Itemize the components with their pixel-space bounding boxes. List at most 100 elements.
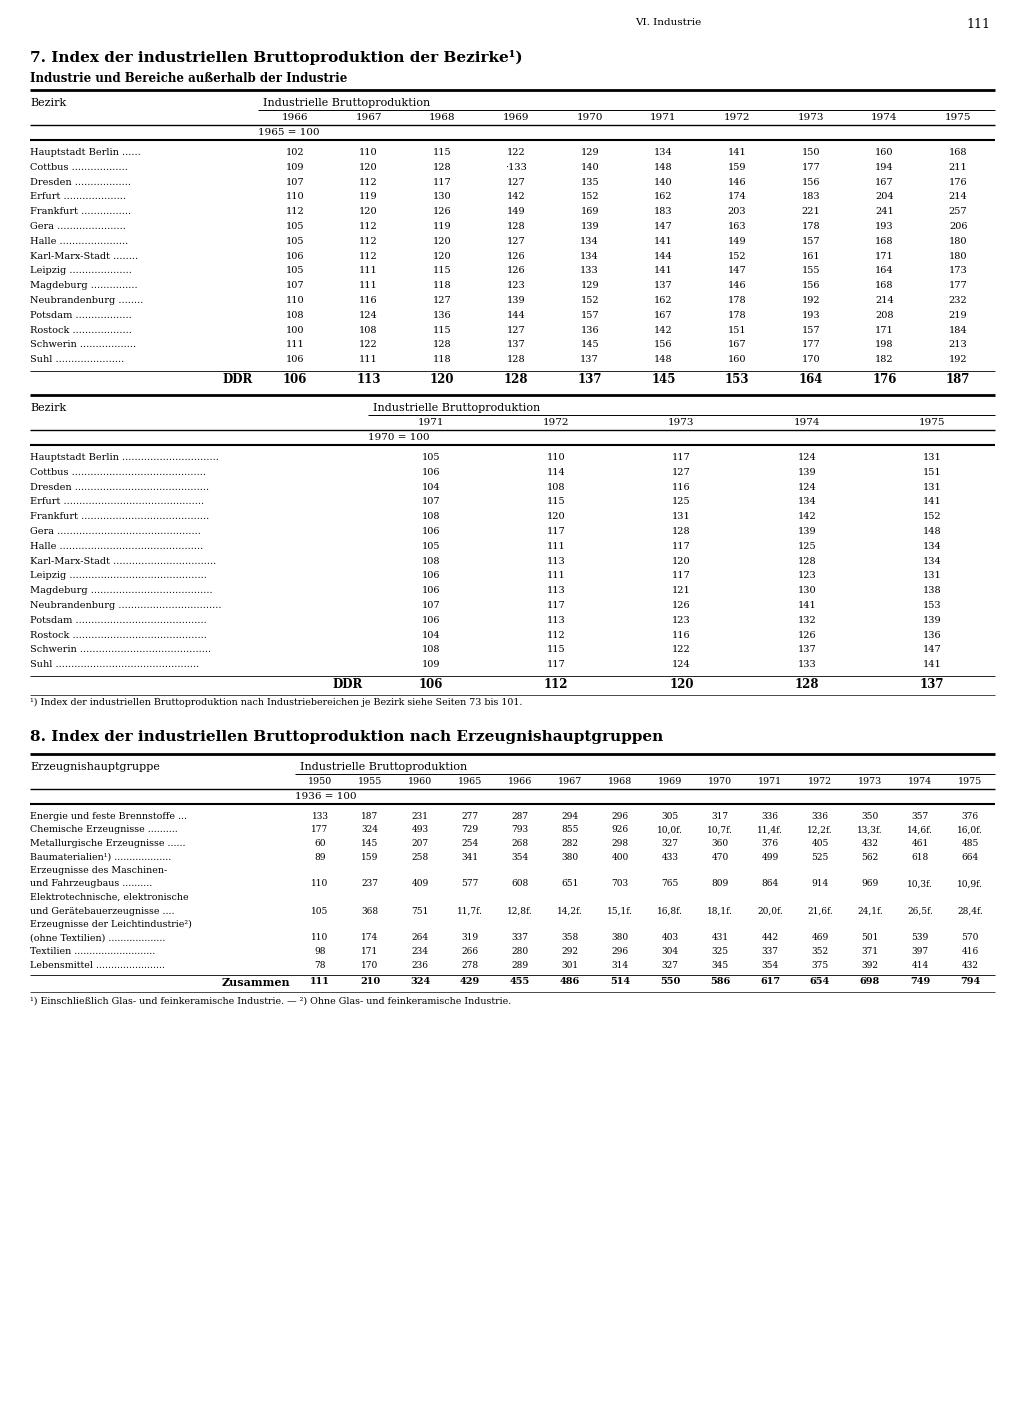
Text: 296: 296 [611, 947, 629, 956]
Text: 124: 124 [798, 482, 816, 492]
Text: 131: 131 [923, 482, 942, 492]
Text: und Fahrzeugbaus ..........: und Fahrzeugbaus .......... [30, 879, 153, 889]
Text: 127: 127 [672, 468, 691, 476]
Text: 168: 168 [949, 147, 968, 157]
Text: 123: 123 [672, 615, 691, 625]
Text: 120: 120 [359, 163, 378, 172]
Text: 1968: 1968 [608, 777, 632, 786]
Text: 180: 180 [949, 251, 968, 261]
Text: 18,1f.: 18,1f. [707, 906, 733, 916]
Text: 432: 432 [962, 960, 979, 970]
Text: 111: 111 [286, 340, 304, 349]
Text: 116: 116 [672, 482, 691, 492]
Text: 405: 405 [811, 839, 828, 848]
Text: 214: 214 [949, 193, 968, 201]
Text: 729: 729 [462, 825, 478, 835]
Text: 113: 113 [547, 586, 565, 596]
Text: 213: 213 [949, 340, 968, 349]
Text: 1966: 1966 [508, 777, 532, 786]
Text: 327: 327 [662, 960, 679, 970]
Text: 115: 115 [547, 645, 565, 654]
Text: 14,2f.: 14,2f. [557, 906, 583, 916]
Text: 173: 173 [949, 267, 968, 275]
Text: 128: 128 [433, 340, 452, 349]
Text: 1974: 1974 [794, 418, 820, 427]
Text: 123: 123 [507, 281, 525, 291]
Text: 10,0f.: 10,0f. [657, 825, 683, 835]
Text: 89: 89 [314, 852, 326, 862]
Text: 105: 105 [286, 237, 304, 245]
Text: 115: 115 [433, 267, 452, 275]
Text: 118: 118 [433, 281, 452, 291]
Text: 141: 141 [923, 498, 942, 506]
Text: 104: 104 [422, 482, 440, 492]
Text: 1966: 1966 [282, 113, 308, 122]
Text: 113: 113 [356, 373, 381, 386]
Text: Dresden ...........................................: Dresden ................................… [30, 482, 209, 492]
Text: 134: 134 [581, 251, 599, 261]
Text: 493: 493 [412, 825, 429, 835]
Text: 1969: 1969 [503, 113, 529, 122]
Text: Karl-Marx-Stadt ........: Karl-Marx-Stadt ........ [30, 251, 138, 261]
Text: 145: 145 [651, 373, 676, 386]
Text: 327: 327 [662, 839, 679, 848]
Text: 146: 146 [728, 177, 746, 187]
Text: 121: 121 [672, 586, 691, 596]
Text: 1972: 1972 [543, 418, 569, 427]
Text: Potsdam ..........................................: Potsdam ................................… [30, 615, 207, 625]
Text: 157: 157 [802, 237, 820, 245]
Text: 131: 131 [923, 571, 942, 580]
Text: 236: 236 [412, 960, 428, 970]
Text: 140: 140 [654, 177, 673, 187]
Text: 192: 192 [949, 354, 968, 364]
Text: 187: 187 [946, 373, 971, 386]
Text: 118: 118 [433, 354, 452, 364]
Text: 1975: 1975 [945, 113, 972, 122]
Text: 203: 203 [728, 207, 746, 216]
Text: 336: 336 [762, 813, 778, 821]
Text: Bezirk: Bezirk [30, 403, 67, 413]
Text: 254: 254 [462, 839, 478, 848]
Text: 120: 120 [430, 373, 455, 386]
Text: 134: 134 [923, 542, 942, 550]
Text: 414: 414 [911, 960, 929, 970]
Text: 134: 134 [654, 147, 673, 157]
Text: Leipzig ....................: Leipzig .................... [30, 267, 132, 275]
Text: Schwerin ..........................................: Schwerin ...............................… [30, 645, 211, 654]
Text: 137: 137 [654, 281, 673, 291]
Text: 127: 127 [507, 326, 525, 335]
Text: 111: 111 [966, 18, 990, 31]
Text: Elektrotechnische, elektronische: Elektrotechnische, elektronische [30, 893, 188, 902]
Text: 208: 208 [876, 311, 894, 320]
Text: 1965: 1965 [458, 777, 482, 786]
Text: 110: 110 [359, 147, 378, 157]
Text: 155: 155 [802, 267, 820, 275]
Text: 664: 664 [962, 852, 979, 862]
Text: 108: 108 [286, 311, 304, 320]
Text: 1970 = 100: 1970 = 100 [368, 432, 430, 442]
Text: 124: 124 [672, 661, 691, 669]
Text: 294: 294 [561, 813, 579, 821]
Text: 317: 317 [712, 813, 728, 821]
Text: 133: 133 [581, 267, 599, 275]
Text: 178: 178 [728, 296, 746, 305]
Text: 20,0f.: 20,0f. [757, 906, 783, 916]
Text: Erzeugnisse der Leichtindustrie²): Erzeugnisse der Leichtindustrie²) [30, 920, 191, 929]
Text: 350: 350 [861, 813, 879, 821]
Text: 206: 206 [949, 223, 968, 231]
Text: 198: 198 [876, 340, 894, 349]
Text: 162: 162 [654, 193, 673, 201]
Text: Industrielle Bruttoproduktion: Industrielle Bruttoproduktion [263, 98, 430, 108]
Text: 325: 325 [712, 947, 728, 956]
Text: 15,1f.: 15,1f. [607, 906, 633, 916]
Text: 117: 117 [547, 527, 565, 536]
Text: 485: 485 [962, 839, 979, 848]
Text: 108: 108 [422, 557, 440, 566]
Text: 174: 174 [728, 193, 746, 201]
Text: 141: 141 [798, 601, 816, 610]
Text: 151: 151 [728, 326, 746, 335]
Text: DDR: DDR [333, 678, 362, 691]
Text: 7. Index der industriellen Bruttoproduktion der Bezirke¹): 7. Index der industriellen Bruttoprodukt… [30, 50, 522, 65]
Text: 749: 749 [910, 977, 930, 986]
Text: 153: 153 [725, 373, 750, 386]
